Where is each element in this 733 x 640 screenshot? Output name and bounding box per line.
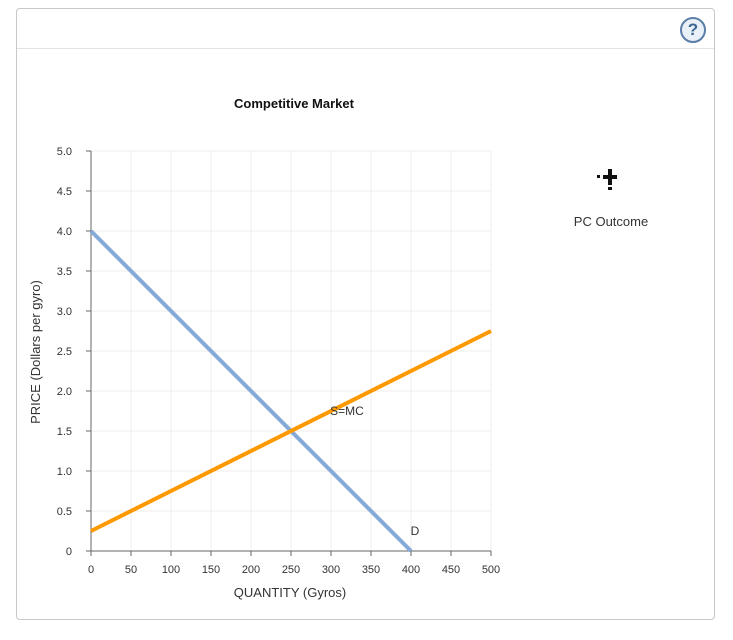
x-tick-label: 250 [282,564,300,576]
y-tick-label: 5.0 [57,146,72,158]
x-tick-label: 100 [162,564,180,576]
series-label: S=MC [330,404,364,418]
grid [91,150,492,551]
x-tick-label: 450 [442,564,460,576]
x-ticks: 0 50 100 150 200 250 300 350 400 450 500 [88,551,500,576]
help-button[interactable]: ? [680,17,706,43]
legend-label: PC Outcome [574,214,648,229]
y-tick-label: 1.5 [57,426,72,438]
y-axis-label: PRICE (Dollars per gyro) [28,280,43,424]
x-tick-label: 350 [362,564,380,576]
x-tick-label: 400 [402,564,420,576]
x-tick-label: 0 [88,564,94,576]
series: D S=MC [89,229,492,553]
plus-marker-icon[interactable] [597,169,617,190]
y-tick-label: 2.5 [57,346,72,358]
y-tick-label: 4.5 [57,186,72,198]
series-label: D [411,524,420,538]
x-tick-label: 150 [202,564,220,576]
question-panel: ? [16,8,715,620]
x-axis-label: QUANTITY (Gyros) [234,585,346,600]
y-tick-label: 1.0 [57,466,72,478]
chart-title: Competitive Market [234,96,355,111]
x-tick-label: 300 [322,564,340,576]
series-line-d[interactable] [89,229,413,553]
y-tick-label: 3.5 [57,266,72,278]
y-tick-label: 0 [66,546,72,558]
x-tick-label: 200 [242,564,260,576]
y-tick-label: 0.5 [57,506,72,518]
x-tick-label: 50 [125,564,137,576]
legend[interactable]: PC Outcome [574,169,648,229]
series-line-s-mc[interactable] [90,329,492,533]
y-ticks: 0 0.5 1.0 1.5 2.0 2.5 3.0 3.5 4.0 4.5 5.0 [57,146,91,558]
x-tick-label: 500 [482,564,500,576]
y-tick-label: 4.0 [57,226,72,238]
y-tick-label: 2.0 [57,386,72,398]
panel-header: ? [17,9,714,49]
y-tick-label: 3.0 [57,306,72,318]
